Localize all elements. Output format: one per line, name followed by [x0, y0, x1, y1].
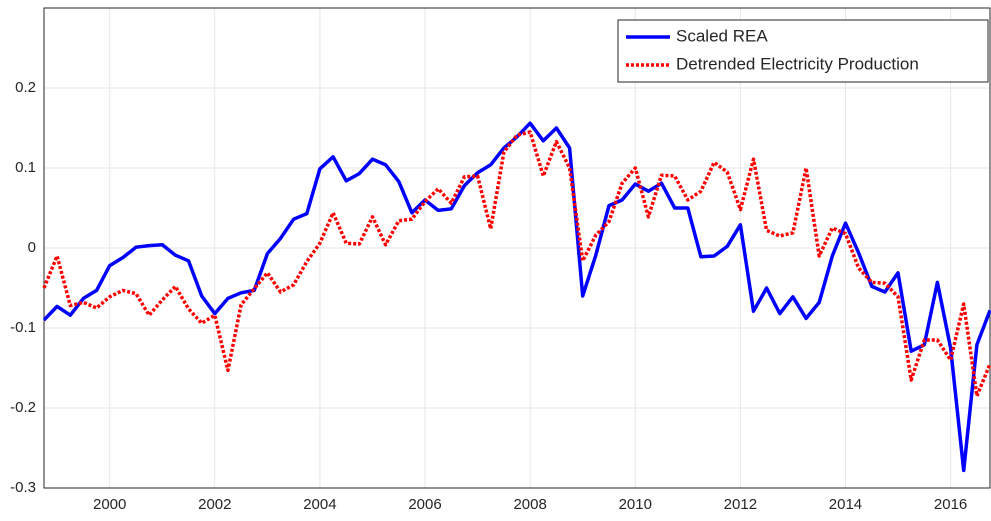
x-tick-label: 2012 — [724, 496, 757, 513]
x-tick-label: 2008 — [513, 496, 546, 513]
x-tick-label: 2006 — [408, 496, 441, 513]
plot-frame — [43, 7, 991, 489]
x-tick-label: 2000 — [93, 496, 126, 513]
legend-box — [617, 19, 989, 83]
data-line — [42, 121, 991, 473]
y-tick-label: 0 — [28, 239, 36, 256]
y-tick-label: -0.3 — [10, 479, 36, 496]
x-tick-label: 2004 — [303, 496, 336, 513]
y-tick-label: -0.1 — [10, 319, 36, 336]
x-tick-label: 2016 — [934, 496, 967, 513]
x-tick-label: 2014 — [829, 496, 862, 513]
legend-label: Detrended Electricity Production — [676, 54, 919, 73]
legend-label: Scaled REA — [676, 26, 768, 45]
y-tick-label: 0.1 — [15, 159, 36, 176]
x-tick-label: 2002 — [198, 496, 231, 513]
x-tick-label: 2010 — [619, 496, 652, 513]
data-line — [42, 130, 991, 398]
y-tick-label: 0.2 — [15, 79, 36, 96]
y-tick-label: -0.2 — [10, 399, 36, 416]
